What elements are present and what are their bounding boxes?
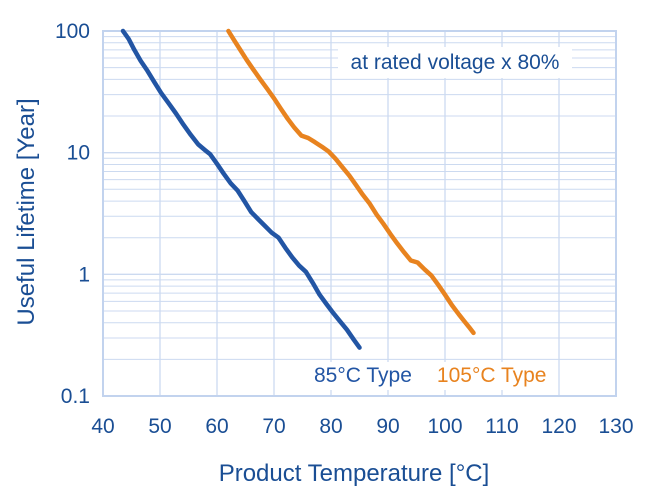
x-tick-label: 120 — [541, 415, 576, 438]
x-axis-title: Product Temperature [°C] — [218, 460, 490, 487]
x-tick-label: 80 — [319, 415, 342, 438]
plot-frame — [102, 30, 617, 397]
x-tick-label: 70 — [262, 415, 285, 438]
legend-label-105c-type: 105°C Type — [436, 364, 547, 387]
y-tick-label: 10 — [67, 142, 90, 165]
x-tick-label: 40 — [91, 415, 114, 438]
curve-105-c-type — [226, 28, 476, 336]
x-tick-label: 60 — [205, 415, 228, 438]
x-tick-label: 110 — [485, 415, 518, 438]
x-tick-label: 130 — [598, 415, 633, 438]
y-axis-title: Useful Lifetime [Year] — [13, 98, 40, 326]
x-tick-label: 90 — [376, 415, 399, 438]
x-tick-label: 100 — [427, 415, 462, 438]
legend-label-85c-type: 85°C Type — [314, 364, 412, 387]
y-tick-label: 1 — [78, 263, 90, 286]
annotation-rated-voltage: at rated voltage x 80% — [338, 47, 572, 78]
legend: 85°C Type 105°C Type — [306, 362, 555, 390]
y-tick-label: 100 — [55, 20, 90, 43]
y-tick-label: 0.1 — [61, 385, 90, 408]
curve-85-c-type — [120, 28, 362, 350]
x-tick-label: 50 — [148, 415, 171, 438]
